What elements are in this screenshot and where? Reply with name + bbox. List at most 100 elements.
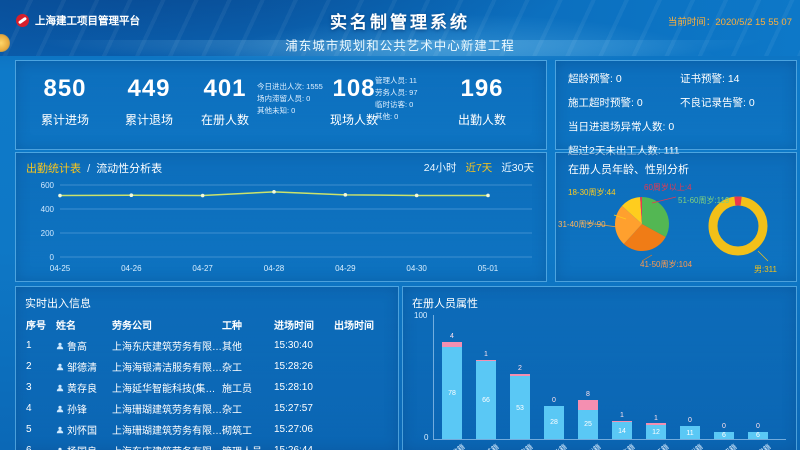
stats-panel: 850 累计进场 449 累计退场 401 在册人数 108 现场人数 196 出勤人数 今日进出人… [15,60,547,150]
stat-card-2: 401 在册人数 [186,75,264,128]
column-header: 出场时间 [334,321,374,332]
worker-name-text: 黄存良 [67,384,97,395]
bar-category-label: 甘肃籍 [750,442,773,450]
attributes-title: 在册人员属性 [412,298,478,310]
work-type: 施工员 [222,384,252,395]
bar-value: 14 [618,427,626,435]
bar-category-label: 江西籍 [716,442,739,450]
bar-column: 12 1 浙江籍 [646,412,671,450]
bar-top-value: 0 [756,422,760,430]
bar-column: 28 0 湖北籍 [544,394,569,450]
stat-detail-group-2: 管理人员: 11 劳务人员: 97 临时访客: 0 其他: 0 [375,75,453,123]
alert-item: 不良记录告警: 0 [680,97,755,109]
platform-logo[interactable]: 上海建工项目管理平台 [16,13,140,28]
mobility-table-link[interactable]: 流动性分析表 [96,163,163,175]
platform-logo-icon [16,14,29,27]
bar-female-segment [612,420,632,423]
row-index: 4 [26,403,32,414]
svg-text:04-28: 04-28 [264,264,285,273]
worker-name: 黄存良 [56,380,112,395]
table-row: 1 鲁高 上海东庆建筑劳务有限公司 其他 15:30:40 [26,335,394,356]
bar-female-segment [442,342,462,347]
bar-category-label: 安徽籍 [444,442,467,450]
alert-item: 当日进退场异常人数: 0 [568,121,675,133]
bar-category-label: 四川籍 [580,442,603,450]
worker-name: 刘怀国 [56,422,112,437]
age-pie-chart [585,196,769,262]
stat-value: 449 [127,75,171,102]
worker-name: 邹德清 [56,359,112,374]
table-row: 6 杨国良 上海东庆建筑劳务有限公司管理人员15:26:44 [26,440,394,450]
worker-name-text: 孙锋 [67,405,87,416]
bar-column: 78 4 安徽籍 [442,330,467,450]
attendance-table-link[interactable]: 出勤统计表 [26,163,81,175]
bar-column: 14 1 山东籍 [612,409,637,450]
stat-card-3: 108 现场人数 [326,75,382,128]
stat-label: 累计进场 [40,113,89,127]
bar-column: 11 0 贵州籍 [680,414,705,450]
stat-detail-group-1: 今日进出人次: 1555 场内滞留人员: 0 其他未知: 0 [257,81,329,117]
bar-column: 6 0 甘肃籍 [748,420,773,450]
stat-label: 累计退场 [124,113,173,127]
svg-text:0: 0 [50,253,55,262]
bar-top-value: 1 [484,350,488,358]
table-row: 4 孙锋 上海珊瑚建筑劳务有限公司 杂工 15:27:57 [26,398,394,419]
column-header: 进场时间 [274,321,314,332]
bar-top-value: 0 [722,422,726,430]
column-header: 序号 [26,321,46,332]
bar-female-segment [646,423,666,425]
alert-item: 证书预警: 14 [680,73,740,85]
pie-label-51-60: 51-60周岁:119 [678,196,730,205]
stat-detail-line: 其他未知: 0 [257,106,296,115]
bar-top-value: 2 [518,365,522,373]
bar-male-segment [714,431,734,439]
bar-female-segment [578,400,598,410]
bar-value: 78 [448,389,456,397]
worker-name: 杨国良 [56,443,112,450]
row-index: 5 [26,424,32,435]
time-range-tab-0[interactable]: 24小时 [423,162,457,174]
work-type: 其他 [222,342,242,353]
bar-column: 6 0 江西籍 [714,420,739,450]
attendance-line-chart: 0 200 400 600 04-25 04-26 04-27 04-28 04-29 04-30… [41,181,532,273]
attributes-bar-chart: 784安徽籍661江苏籍532河南籍280湖北籍258四川籍141山东籍121浙… [433,315,786,450]
alert-item: 施工超时预警: 0 [568,97,643,109]
work-type: 杂工 [222,405,242,416]
stat-detail-line: 劳务人员: 97 [375,88,418,97]
entries-header-row: 序号 姓名 劳务公司 工种 进场时间 出场时间 [26,314,394,335]
age-gender-title: 在册人员年龄、性别分析 [568,164,689,176]
svg-text:04-27: 04-27 [192,264,213,273]
stat-detail-line: 其他: 0 [375,112,399,121]
work-type: 杂工 [222,363,242,374]
stat-label: 现场人数 [329,113,378,127]
table-row: 3 黄存良 上海延华智能科技(集团)股...施工员 15:28:10 [26,377,394,398]
alerts-panel: 超龄预警: 0 证书预警: 14 施工超时预警: 0 不良记录告警: 0 当日进退场异常… [555,60,797,157]
entry-time: 15:30:40 [274,340,313,351]
column-header: 工种 [222,321,242,332]
stat-card-1: 449 累计退场 [106,75,192,128]
current-time-value: 2020/5/2 15 55 07 [715,17,792,28]
svg-text:05-01: 05-01 [478,264,499,273]
bar-male-segment [680,426,700,439]
bar-category-label: 江苏籍 [478,442,501,450]
bar-male-segment [510,376,530,439]
person-icon [56,405,64,412]
table-row: 5 刘怀国 上海珊瑚建筑劳务有限公司 砌筑工 15:27:06 [26,419,394,440]
attributes-panel: 在册人员属性 100 0 784安徽籍661江苏籍532河南籍280湖北籍258… [402,286,797,450]
bar-top-value: 1 [654,414,658,422]
svg-text:200: 200 [41,229,55,238]
table-row: 2 邹德清 上海海银清洁服务有限公司 杂工 15:28:26 [26,356,394,377]
svg-text:04-29: 04-29 [335,264,356,273]
bar-value: 11 [686,429,694,437]
time-range-tab-1[interactable]: 近7天 [465,162,493,174]
pie-label-60plus: 60周岁以上:4 [644,183,692,192]
svg-text:04-25: 04-25 [50,264,71,273]
time-range-tab-2[interactable]: 近30天 [501,162,534,174]
person-icon [56,363,64,370]
person-icon [56,384,64,391]
bar-category-label: 浙江籍 [648,442,671,450]
company-name: 上海延华智能科技(集团)股... [112,384,222,395]
bar-category-label: 湖北籍 [546,442,569,450]
row-index: 1 [26,340,32,351]
bar-value: 28 [550,419,558,427]
